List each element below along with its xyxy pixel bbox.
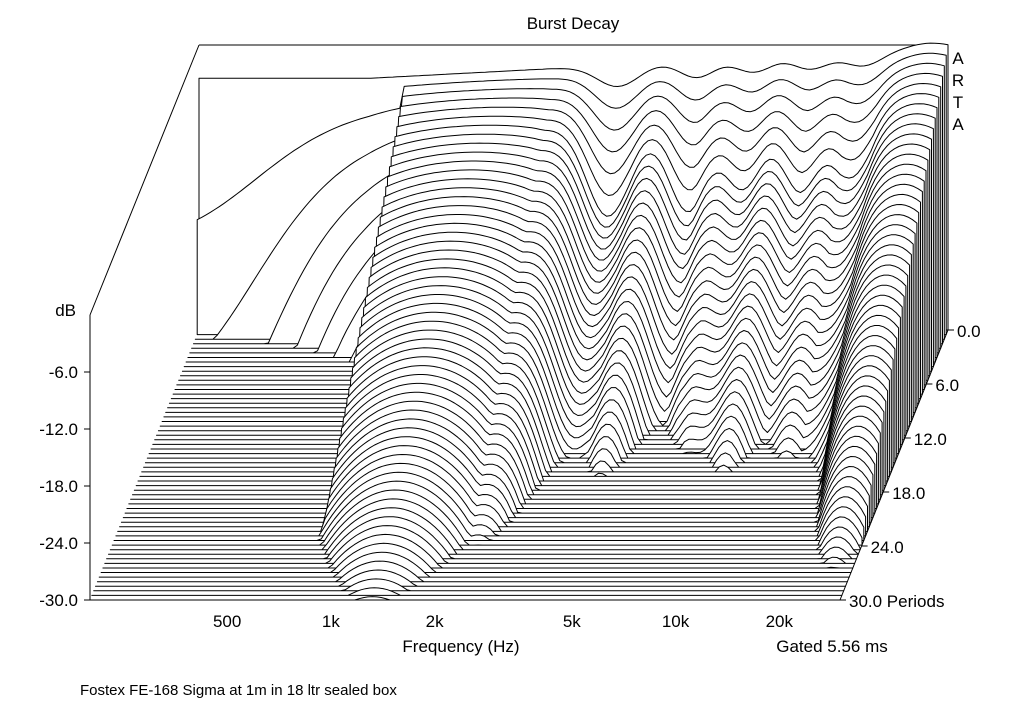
decay-slice — [115, 471, 867, 537]
footer-note: Fostex FE-168 Sigma at 1m in 18 ltr seal… — [80, 682, 397, 699]
frequency-tick-label: 5k — [563, 612, 581, 631]
frequency-tick-label: 1k — [322, 612, 340, 631]
decay-slice — [106, 516, 857, 560]
decay-slice — [102, 533, 854, 569]
decay-slice — [117, 462, 868, 532]
frequency-tick-label: 20k — [766, 612, 794, 631]
periods-tick-label: 0.0 — [957, 322, 981, 341]
periods-axis: 0.0 6.0 12.0 18.0 24.0 30.0 Periods — [839, 322, 981, 611]
decay-slice — [133, 382, 885, 491]
chart-title: Burst Decay — [527, 14, 620, 33]
periods-tick-label: 18.0 — [892, 484, 925, 503]
db-tick-label: -12.0 — [39, 420, 78, 439]
decay-slice — [120, 445, 872, 523]
decay-slice — [109, 498, 861, 551]
gate-note: Gated 5.56 ms — [776, 637, 888, 656]
decay-slices — [89, 42, 949, 601]
periods-tick-label: 30.0 Periods — [849, 592, 944, 611]
frequency-tick-label: 500 — [213, 612, 241, 631]
decay-slice — [95, 569, 846, 587]
decay-slice — [111, 489, 863, 546]
db-tick-label: -30.0 — [39, 591, 78, 610]
decay-slice — [130, 400, 881, 500]
decay-slice — [100, 542, 852, 573]
periods-tick-label: 12.0 — [914, 430, 947, 449]
decay-slice — [104, 525, 856, 564]
x-axis-label: Frequency (Hz) — [402, 637, 519, 656]
decay-slice — [119, 454, 870, 528]
decay-slice — [108, 507, 859, 555]
periods-axis-line — [839, 329, 949, 601]
decay-slice — [98, 551, 850, 578]
db-tick-label: -18.0 — [39, 477, 78, 496]
decay-slice — [89, 596, 841, 601]
decay-slice — [113, 480, 865, 541]
db-axis: -6.0 -12.0 -18.0 -24.0 -30.0 — [39, 363, 90, 610]
decay-slice — [96, 560, 848, 583]
decay-slice — [93, 578, 845, 592]
decay-slice — [91, 587, 843, 596]
db-tick-label: -24.0 — [39, 534, 78, 553]
frequency-tick-label: 10k — [662, 612, 690, 631]
db-axis-label: dB — [55, 301, 76, 320]
frequency-tick-label: 2k — [426, 612, 444, 631]
periods-tick-label: 24.0 — [871, 538, 904, 557]
db-tick-label: -6.0 — [49, 363, 78, 382]
periods-tick-label: 6.0 — [935, 376, 959, 395]
decay-slice — [132, 391, 883, 496]
frequency-axis: 500 1k 2k 5k 10k 20k — [213, 612, 794, 631]
